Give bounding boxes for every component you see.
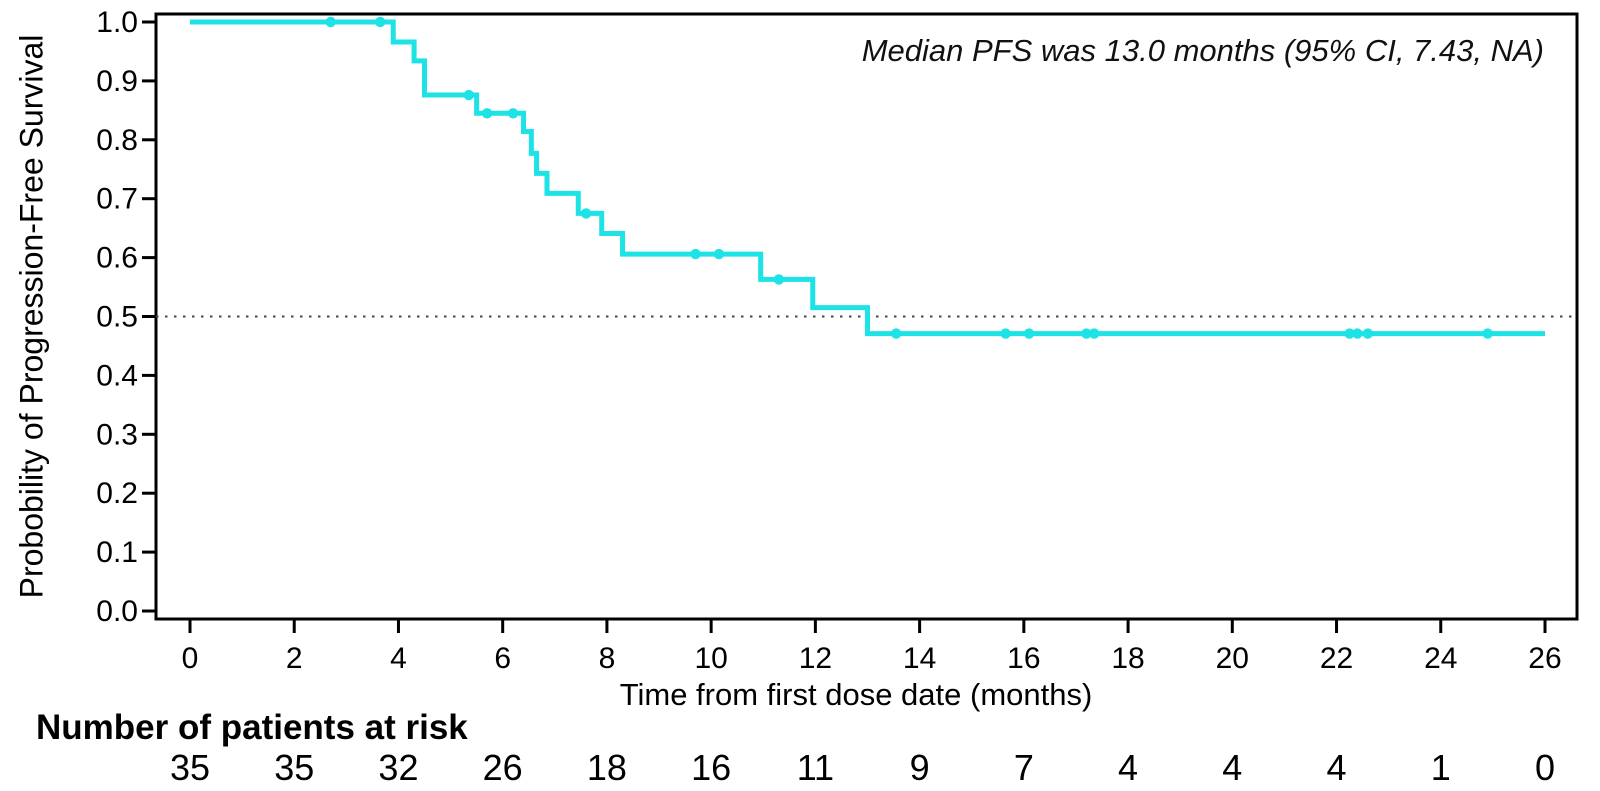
risk-count: 18	[587, 747, 627, 788]
km-curve	[190, 19, 1545, 337]
censor-mark	[1362, 328, 1373, 339]
risk-count: 26	[483, 747, 523, 788]
risk-count: 11	[797, 747, 834, 788]
x-tick-label: 26	[1528, 642, 1561, 675]
censor-mark	[1023, 328, 1035, 339]
risk-count: 35	[274, 747, 314, 788]
median-pfs-annotation: Median PFS was 13.0 months (95% CI, 7.43…	[861, 33, 1544, 68]
x-tick-label: 12	[799, 642, 832, 675]
y-axis-label: Probobility of Progression-Free Survival	[13, 34, 50, 598]
risk-count: 16	[691, 747, 731, 788]
risk-count: 1	[1431, 747, 1451, 788]
censor-mark	[375, 16, 386, 28]
censor-mark	[1081, 328, 1092, 339]
y-tick-label: 0.0	[96, 595, 138, 628]
y-axis-label-box: Probobility of Progression-Free Survival	[6, 0, 58, 632]
censor-mark	[890, 328, 902, 339]
x-tick-label: 4	[390, 642, 407, 675]
censor-mark	[463, 89, 475, 101]
x-tick-label: 18	[1111, 642, 1144, 675]
y-tick-label: 0.9	[96, 65, 138, 98]
y-tick-label: 0.4	[96, 359, 138, 392]
censor-mark	[690, 248, 701, 260]
y-tick-label: 0.8	[96, 124, 138, 157]
censor-mark	[773, 274, 785, 285]
censor-mark	[713, 248, 725, 260]
y-tick-label: 1.0	[96, 6, 138, 39]
risk-count: 4	[1118, 747, 1138, 788]
y-tick-label: 0.2	[96, 477, 138, 510]
x-tick-label: 20	[1216, 642, 1249, 675]
risk-table-header: Number of patients at risk	[36, 708, 468, 747]
risk-count: 0	[1535, 747, 1555, 788]
y-tick-label: 0.6	[96, 242, 138, 275]
x-tick-label: 24	[1424, 642, 1457, 675]
censor-mark	[1352, 328, 1363, 339]
x-tick-label: 0	[182, 642, 199, 675]
censor-mark	[580, 208, 592, 219]
x-tick-label: 8	[599, 642, 616, 675]
x-axis-label: Time from first dose date (months)	[619, 677, 1093, 712]
y-tick-label: 0.7	[96, 183, 138, 216]
censor-mark	[507, 108, 519, 119]
censor-mark	[1482, 328, 1493, 339]
x-tick-label: 6	[494, 642, 511, 675]
risk-count: 9	[910, 747, 930, 788]
censor-mark	[1344, 328, 1355, 339]
x-tick-label: 14	[903, 642, 936, 675]
risk-count: 4	[1327, 747, 1347, 788]
risk-count: 35	[170, 747, 210, 788]
risk-count: 4	[1222, 747, 1242, 788]
risk-count: 32	[378, 747, 418, 788]
censor-mark	[325, 16, 336, 28]
y-tick-label: 0.5	[96, 301, 138, 334]
x-tick-label: 22	[1320, 642, 1353, 675]
x-tick-label: 10	[694, 642, 727, 675]
x-tick-label: 2	[286, 642, 303, 675]
risk-count: 7	[1014, 747, 1034, 788]
x-tick-label: 16	[1007, 642, 1040, 675]
censor-mark	[1000, 328, 1011, 339]
censor-mark	[1088, 328, 1100, 339]
y-tick-label: 0.3	[96, 418, 138, 451]
censor-mark	[481, 108, 493, 119]
y-tick-label: 0.1	[96, 536, 138, 569]
